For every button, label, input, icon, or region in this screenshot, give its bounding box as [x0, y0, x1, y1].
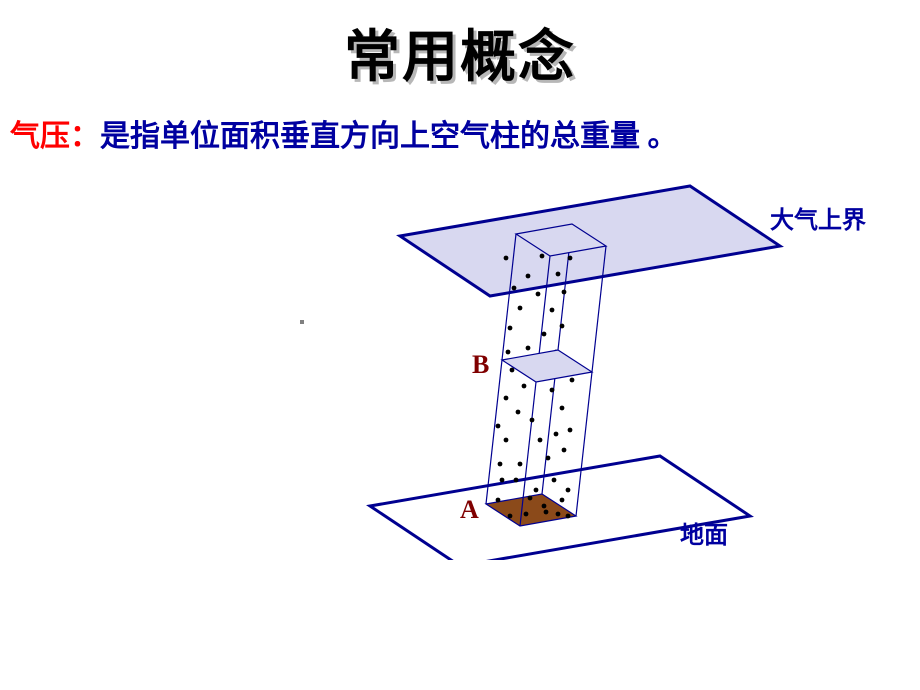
label-ground: 地面: [680, 515, 728, 550]
subtitle-row: 气压：是指单位面积垂直方向上空气柱的总重量 。: [0, 111, 920, 155]
term-label: 气压：: [10, 120, 100, 153]
label-point-b: B: [472, 350, 489, 380]
definition-text: 是指单位面积垂直方向上空气柱的总重量 。: [100, 120, 678, 153]
air-column-diagram: [330, 180, 800, 560]
page-indicator-dot: [300, 320, 304, 324]
title-text: 常用概念: [344, 27, 576, 89]
page-title: 常用概念: [0, 0, 920, 93]
label-point-a: A: [460, 495, 479, 525]
label-atmosphere-top: 大气上界: [770, 200, 866, 235]
